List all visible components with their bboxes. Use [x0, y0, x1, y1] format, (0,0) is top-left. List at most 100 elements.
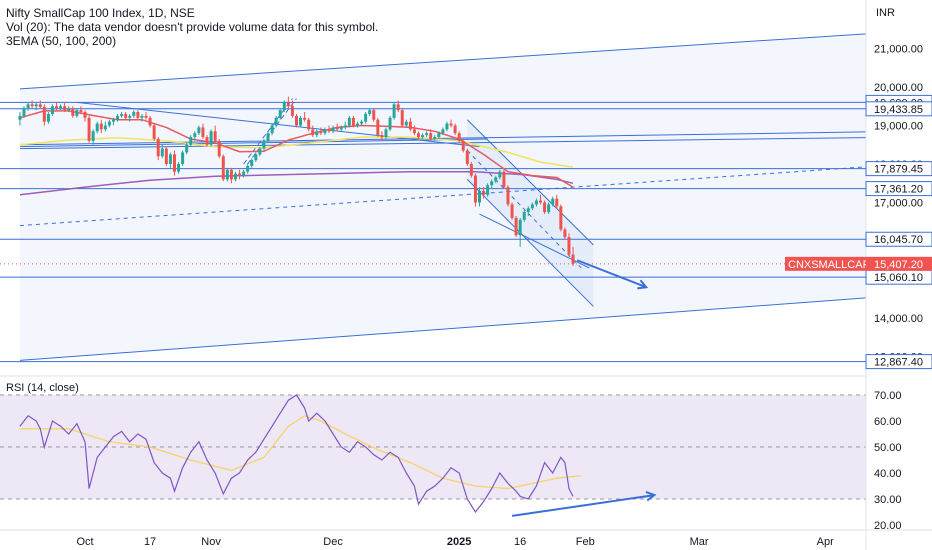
candle-body	[46, 113, 50, 122]
candle-body	[79, 110, 83, 113]
rsi-divergence-arrow-shaft	[511, 494, 655, 517]
price-tick-label: 20,000.00	[874, 82, 923, 94]
candle-body	[185, 144, 189, 153]
candle-body	[250, 160, 254, 166]
candle-body	[197, 127, 201, 134]
currency-label: INR	[876, 7, 895, 19]
candle-body	[421, 135, 425, 138]
candle-body	[400, 110, 404, 126]
candle-body	[274, 117, 278, 126]
candle-body	[551, 198, 555, 205]
candle-body	[103, 125, 107, 130]
candle-body	[221, 156, 225, 180]
candle-body	[152, 125, 156, 139]
candle-body	[425, 133, 429, 136]
candle-body	[124, 113, 128, 118]
descending-channel-fill	[467, 119, 594, 307]
trendline	[76, 101, 480, 148]
time-tick-label: 17	[144, 536, 156, 548]
rsi-title: RSI (14, close)	[6, 382, 79, 394]
time-tick-label: Mar	[690, 536, 709, 548]
candle-body	[148, 117, 152, 126]
candle-body	[335, 127, 339, 130]
candle-body	[559, 206, 563, 230]
candle-body	[286, 102, 290, 107]
trendline	[479, 213, 590, 269]
candle-body	[299, 117, 303, 126]
price-tick-label: 21,000.00	[874, 44, 923, 56]
candle-body	[282, 102, 286, 111]
candle-body	[380, 135, 384, 138]
candle-body	[327, 129, 331, 132]
trendline	[19, 138, 488, 148]
candle-body	[71, 108, 75, 116]
candle-body	[38, 104, 42, 108]
candle-body	[534, 200, 538, 205]
rsi-pane	[0, 394, 866, 517]
time-tick-label: Oct	[76, 536, 93, 548]
candle-body	[412, 129, 416, 134]
candle-body	[384, 129, 388, 138]
price-tick-label: 14,000.00	[874, 313, 923, 325]
candle-body	[539, 200, 543, 203]
time-tick-label: Apr	[817, 536, 834, 548]
rsi-divergence-arrow-head	[645, 491, 657, 502]
candle-body	[482, 190, 486, 195]
candle-body	[136, 112, 140, 118]
candle-body	[416, 133, 420, 138]
candle-body	[315, 131, 319, 136]
candle-body	[140, 115, 144, 118]
candle-body	[364, 113, 368, 122]
candle-body	[116, 115, 120, 120]
candle-body	[311, 129, 315, 136]
candle-body	[307, 119, 311, 130]
candle-body	[238, 173, 242, 176]
candle-body	[404, 121, 408, 126]
trendline	[466, 179, 594, 307]
volume-note: Vol (20): The data vendor doesn't provid…	[6, 20, 379, 34]
time-tick-label: Feb	[576, 536, 595, 548]
candle-body	[225, 169, 229, 180]
rsi-tick-label: 40.00	[874, 468, 902, 480]
candle-body	[465, 150, 469, 164]
candle-body	[490, 181, 494, 186]
time-tick-label: 2025	[447, 536, 471, 548]
ema100-line	[19, 136, 574, 168]
price-level-label: 16,045.70	[874, 234, 923, 246]
candle-body	[205, 137, 209, 145]
candle-body	[319, 131, 323, 134]
last-price-box	[866, 256, 932, 271]
candle-body	[172, 154, 176, 172]
candle-body	[347, 117, 351, 126]
price-level-label: 17,361.20	[874, 184, 923, 196]
price-level-label: 17,879.45	[874, 164, 923, 176]
rsi-ma-line	[19, 415, 582, 490]
candle-body	[26, 104, 30, 109]
rsi-tick-label: 60.00	[874, 416, 902, 428]
price-level-box	[865, 161, 932, 177]
candle-body	[22, 108, 26, 116]
candle-body	[433, 137, 437, 139]
candle-body	[494, 177, 498, 182]
candle-body	[510, 204, 514, 218]
candle-body	[189, 137, 193, 145]
candle-body	[99, 123, 103, 130]
candle-body	[193, 133, 197, 138]
ema-legend: 3EMA (50, 100, 200)	[6, 34, 117, 48]
candle-body	[120, 113, 124, 116]
candle-body	[445, 123, 449, 130]
candle-body	[518, 219, 522, 236]
projection-arrow-head	[637, 279, 649, 290]
candle-body	[486, 185, 490, 195]
candle-body	[270, 125, 274, 134]
ascending-channel-fill	[19, 33, 866, 361]
symbol-tag-box	[785, 256, 866, 271]
candle-body	[278, 110, 282, 118]
trendline	[19, 297, 866, 361]
candle-body	[294, 115, 298, 126]
candle-body	[388, 117, 392, 130]
candle-body	[408, 121, 412, 130]
candle-body	[339, 127, 343, 130]
candle-body	[290, 106, 294, 116]
